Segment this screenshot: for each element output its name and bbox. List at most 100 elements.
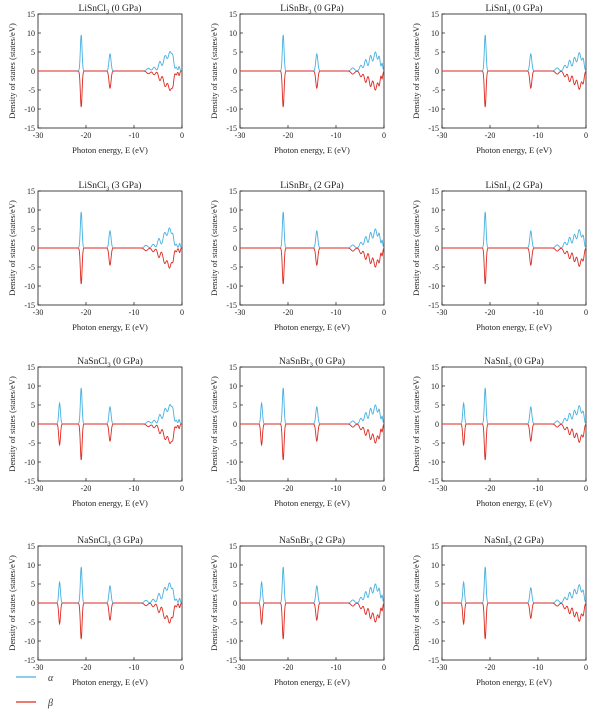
- alpha-curve: [38, 387, 182, 425]
- dos-panel: LiSnCl3 (0 GPa) 15 10 5 0 -5 -10 -15-30 -20 -10 0 P…: [7, 3, 184, 155]
- y-tick-label: 10: [229, 29, 237, 38]
- dos-panel: NaSnI3 (2 GPa) 15 10 5 0 -5 -10 -15-30 -20 -10 0 Ph…: [411, 535, 588, 687]
- y-axis-label: Density of states (states/eV): [7, 23, 17, 119]
- y-tick-label: 0: [435, 67, 439, 76]
- y-tick-label: 0: [233, 599, 237, 608]
- x-tick-label: -10: [533, 663, 544, 672]
- x-axis-label: Photon energy, E (eV): [72, 322, 148, 332]
- panel-title-pressure: (0 GPa): [510, 3, 542, 14]
- beta-curve: [38, 602, 183, 640]
- x-tick-label: -20: [283, 663, 294, 672]
- y-tick-label: -15: [24, 301, 35, 310]
- x-tick-label: -10: [129, 484, 140, 493]
- panel-title-pressure: (2 GPa): [512, 535, 544, 546]
- y-tick-label: -5: [432, 618, 439, 627]
- x-tick-label: -20: [283, 484, 294, 493]
- panel-title-formula: LiSnI: [485, 181, 507, 191]
- y-tick-label: -5: [28, 263, 35, 272]
- y-tick-label: -10: [24, 282, 35, 291]
- y-tick-label: 0: [233, 244, 237, 253]
- x-tick-label: -10: [331, 131, 342, 140]
- y-axis-label: Density of states (states/eV): [7, 555, 17, 651]
- x-tick-label: 0: [180, 663, 184, 672]
- legend-alpha-label: α: [48, 673, 54, 684]
- x-axis-label: Photon energy, E (eV): [72, 677, 148, 687]
- y-tick-label: 5: [31, 401, 35, 410]
- x-tick-label: 0: [584, 308, 588, 317]
- y-tick-label: 0: [31, 67, 35, 76]
- y-tick-label: 15: [27, 542, 35, 551]
- y-tick-label: 10: [27, 29, 35, 38]
- dos-panel: LiSnBr3 (0 GPa) 15 10 5 0 -5 -10 -15-30 -20 -10 0 P…: [209, 3, 386, 155]
- panel-title: LiSnI3 (2 GPa): [485, 180, 542, 193]
- dos-panel: LiSnI3 (2 GPa) 15 10 5 0 -5 -10 -15-30 -20 -10 0 Ph…: [411, 180, 588, 332]
- panel-title-subscript: 3: [107, 541, 110, 548]
- legend-beta-label: β: [47, 698, 53, 709]
- y-tick-label: -15: [226, 656, 237, 665]
- panel-title-pressure: (0 GPa): [111, 356, 143, 367]
- panel-title: NaSnBr3 (0 GPa): [279, 356, 345, 369]
- x-tick-label: -20: [81, 663, 92, 672]
- y-tick-label: 10: [27, 561, 35, 570]
- panel-title-formula: LiSnI: [485, 4, 507, 14]
- panel-title-pressure: (0 GPa): [312, 3, 344, 14]
- x-tick-label: -20: [283, 308, 294, 317]
- y-axis-label: Density of states (states/eV): [209, 23, 219, 119]
- beta-curve: [442, 423, 587, 461]
- y-tick-label: -10: [226, 105, 237, 114]
- x-tick-label: -30: [33, 663, 44, 672]
- y-tick-label: 5: [435, 580, 439, 589]
- y-tick-label: -10: [226, 282, 237, 291]
- y-tick-label: 15: [27, 10, 35, 19]
- y-tick-label: -15: [428, 124, 439, 133]
- dos-panel: NaSnBr3 (0 GPa) 15 10 5 0 -5 -10 -15-30 -20 -10 0 P…: [209, 356, 386, 508]
- y-tick-label: -10: [428, 637, 439, 646]
- x-tick-label: -30: [235, 484, 246, 493]
- plot-frame: [37, 545, 183, 661]
- y-tick-label: -15: [226, 477, 237, 486]
- dos-panel: LiSnCl3 (3 GPa) 15 10 5 0 -5 -10 -15-30 -20 -10 0 P…: [7, 180, 184, 332]
- dos-panel: NaSnBr3 (2 GPa) 15 10 5 0 -5 -10 -15-30 -20 -10 0 P…: [209, 535, 386, 687]
- y-tick-label: 15: [431, 10, 439, 19]
- y-tick-label: -5: [230, 439, 237, 448]
- y-tick-label: 10: [229, 206, 237, 215]
- x-tick-label: -30: [235, 663, 246, 672]
- y-tick-label: 0: [435, 420, 439, 429]
- x-tick-label: -20: [81, 308, 92, 317]
- panel-title-formula: NaSnBr: [279, 357, 310, 367]
- panel-title-pressure: (0 GPa): [313, 356, 345, 367]
- x-axis-label: Photon energy, E (eV): [476, 498, 552, 508]
- x-tick-label: -20: [485, 131, 496, 140]
- panel-title: LiSnI3 (0 GPa): [485, 3, 542, 16]
- x-tick-label: -10: [129, 131, 140, 140]
- panel-title: LiSnBr3 (0 GPa): [280, 3, 343, 16]
- y-tick-label: -10: [24, 637, 35, 646]
- y-tick-label: 15: [431, 363, 439, 372]
- y-tick-label: 10: [431, 382, 439, 391]
- x-tick-label: -20: [81, 131, 92, 140]
- x-tick-label: -20: [81, 484, 92, 493]
- x-tick-label: 0: [382, 131, 386, 140]
- x-tick-label: -20: [485, 663, 496, 672]
- y-tick-label: 15: [229, 187, 237, 196]
- y-tick-label: 0: [31, 244, 35, 253]
- panel-title-pressure: (0 GPa): [512, 356, 544, 367]
- x-axis-label: Photon energy, E (eV): [274, 322, 350, 332]
- x-axis-label: Photon energy, E (eV): [476, 145, 552, 155]
- y-tick-label: 5: [435, 48, 439, 57]
- y-tick-label: 10: [229, 561, 237, 570]
- panel-title-subscript: 3: [507, 9, 510, 16]
- y-axis-label: Density of states (states/eV): [7, 200, 17, 296]
- y-tick-label: 10: [27, 382, 35, 391]
- beta-curve: [240, 70, 385, 108]
- y-tick-label: -5: [230, 263, 237, 272]
- beta-curve: [240, 602, 385, 640]
- y-tick-label: -10: [226, 637, 237, 646]
- y-tick-label: 10: [229, 382, 237, 391]
- panel-title: NaSnI3 (2 GPa): [484, 535, 544, 548]
- alpha-curve: [240, 211, 385, 249]
- y-tick-label: -5: [28, 439, 35, 448]
- x-tick-label: -30: [33, 308, 44, 317]
- y-tick-label: 5: [31, 225, 35, 234]
- x-tick-label: -20: [283, 131, 294, 140]
